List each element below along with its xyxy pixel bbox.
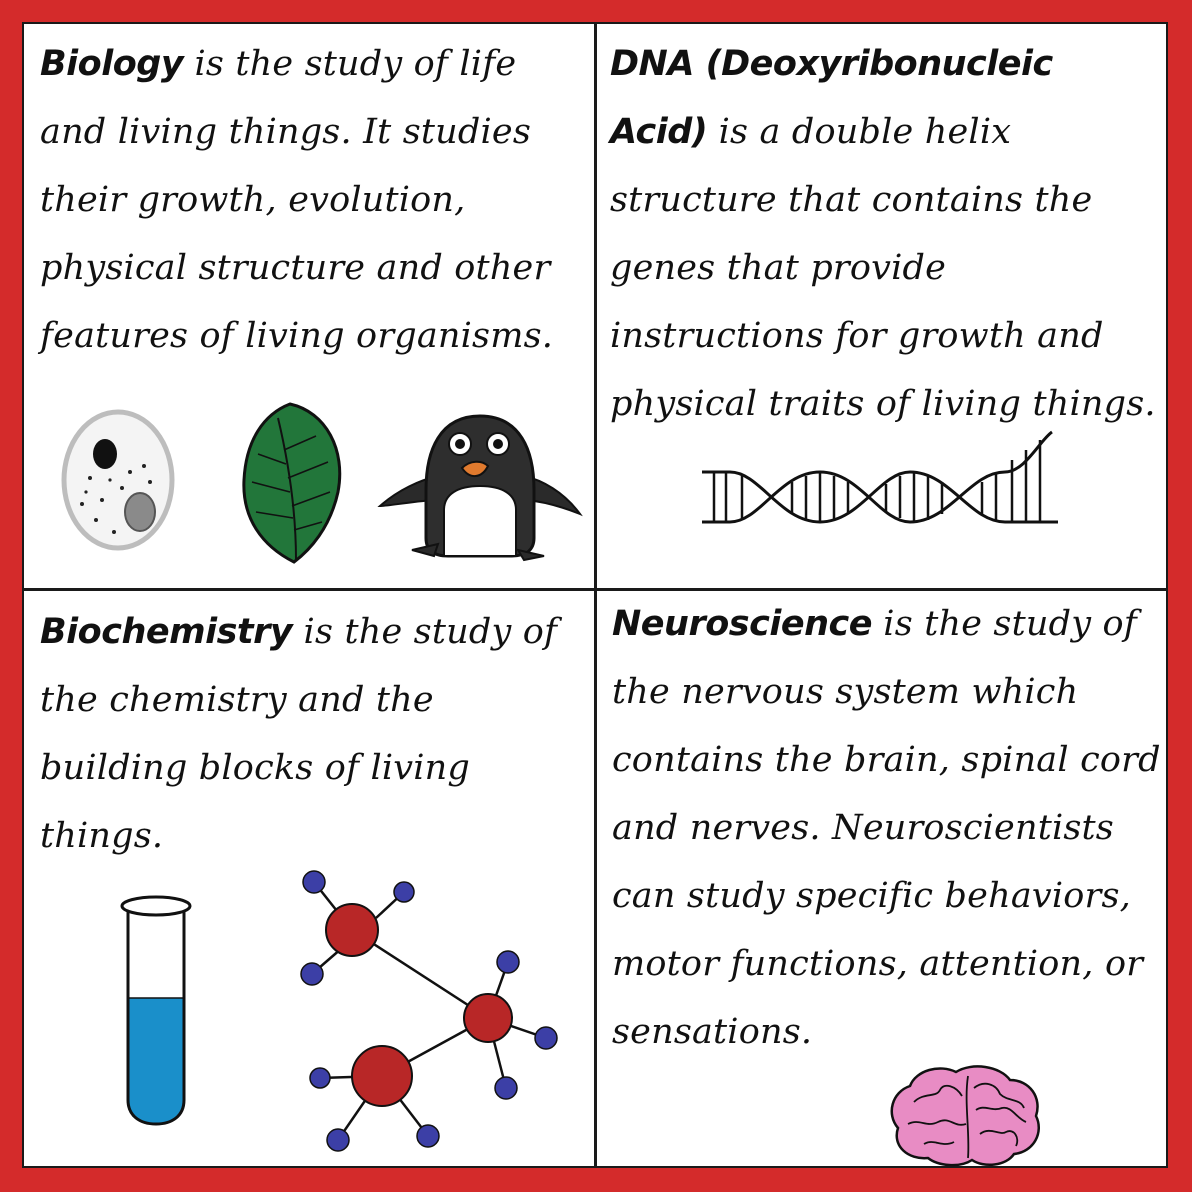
dna-description: DNA (Deoxyribonucleic Acid) is a double … [610,30,1160,438]
horizontal-divider [22,588,1168,591]
penguin-icon [377,414,583,562]
leaf-icon [242,402,342,564]
biochemistry-text: is the study of the chemistry and the bu… [40,612,558,856]
biochemistry-panel: Biochemistry is the study of the chemist… [40,598,590,870]
test-tube-icon [120,895,192,1126]
vertical-divider [594,22,597,1168]
biochemistry-term: Biochemistry [40,612,293,652]
biology-term: Biology [40,44,184,84]
molecule-icon [300,870,558,1152]
cell-icon [61,409,175,551]
brain-icon [890,1065,1040,1167]
neuroscience-description: Neuroscience is the study of the nervous… [612,590,1162,1066]
dna-text: is a double helix structure that contain… [610,112,1156,424]
neuroscience-panel: Neuroscience is the study of the nervous… [612,590,1162,1066]
dna-panel: DNA (Deoxyribonucleic Acid) is a double … [610,30,1160,438]
biology-text: is the study of life and living things. … [40,44,554,356]
biochemistry-description: Biochemistry is the study of the chemist… [40,598,590,870]
dna-term: DNA (Deoxyribonucleic Acid) [610,44,1053,152]
dna-helix-icon [702,430,1058,524]
biology-panel: Biology is the study of life and living … [40,30,590,370]
neuroscience-text: is the study of the nervous system which… [612,604,1161,1052]
neuroscience-term: Neuroscience [612,604,872,644]
biology-description: Biology is the study of life and living … [40,30,590,370]
